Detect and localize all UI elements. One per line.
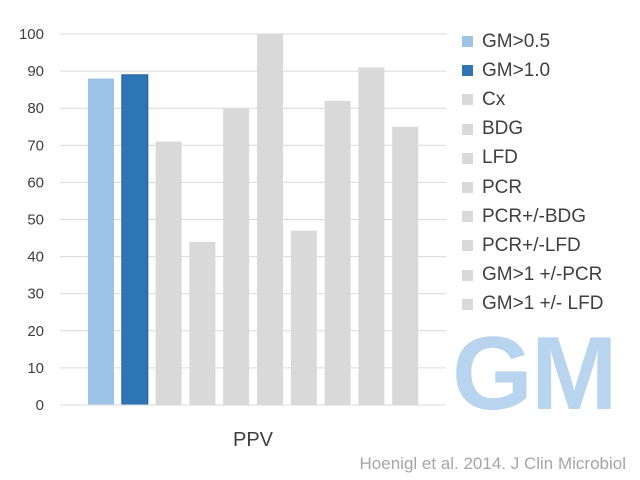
legend-item: PCR+/-BDG [462,202,603,231]
legend-swatch [462,94,473,106]
legend-swatch [462,269,473,281]
y-tick-label: 0 [36,397,44,414]
legend-label: GM>0.5 [482,30,551,52]
y-tick-label: 10 [27,360,44,377]
legend-item: PCR+/-LFD [462,231,603,260]
legend-label: Cx [482,88,506,110]
legend-item: GM>1.0 [462,56,603,85]
legend-label: PCR+/-BDG [482,205,586,227]
legend-swatch [462,182,473,194]
y-tick-label: 20 [27,323,44,340]
legend-swatch [462,298,473,310]
legend-label: PCR [482,176,523,198]
x-category-label: PPV [233,429,274,451]
gm-watermark: GM [452,316,618,432]
legend-item: GM>1 +/-PCR [462,261,603,290]
bar [290,230,317,405]
y-axis-ticks: 0 10 20 30 40 50 60 70 80 90 100 [19,26,44,414]
legend: GM>0.5 GM>1.0 Cx BDG LFD PCR PCR+/-BDG PCR+/-LF… [462,27,603,319]
bar [155,141,182,405]
gridlines [60,33,446,369]
legend-label: GM>1.0 [482,59,551,81]
legend-label: GM>1 +/- LFD [482,293,604,315]
bar [121,74,149,406]
legend-swatch [462,240,473,252]
y-tick-label: 30 [27,286,44,303]
legend-label: GM>1 +/-PCR [482,264,603,286]
legend-label: PCR+/-LFD [482,234,581,256]
y-tick-label: 60 [27,174,44,191]
y-tick-label: 90 [27,63,44,80]
legend-item: LFD [462,144,603,173]
bar [324,100,351,406]
legend-label: BDG [482,118,524,140]
legend-item: Cx [462,85,603,114]
bar [358,67,385,406]
legend-swatch [462,123,473,135]
legend-swatch [462,152,473,164]
legend-label: LFD [482,147,518,169]
y-tick-label: 50 [27,212,44,229]
bar [88,78,114,405]
bar [257,34,283,405]
legend-item: GM>1 +/- LFD [462,290,603,319]
legend-swatch [462,65,473,77]
legend-swatch [462,211,473,223]
legend-item: PCR [462,173,603,202]
bar [392,126,419,406]
legend-item: BDG [462,115,603,144]
y-tick-label: 80 [27,100,44,117]
legend-item: GM>0.5 [462,27,603,56]
bars [88,34,419,406]
bar [189,241,216,405]
legend-swatch [462,36,473,48]
y-tick-label: 40 [27,249,44,266]
citation: Hoenigl et al. 2014. J Clin Microbiol [359,454,626,473]
y-tick-label: 70 [27,137,44,154]
bar [223,108,250,405]
y-tick-label: 100 [19,26,44,43]
